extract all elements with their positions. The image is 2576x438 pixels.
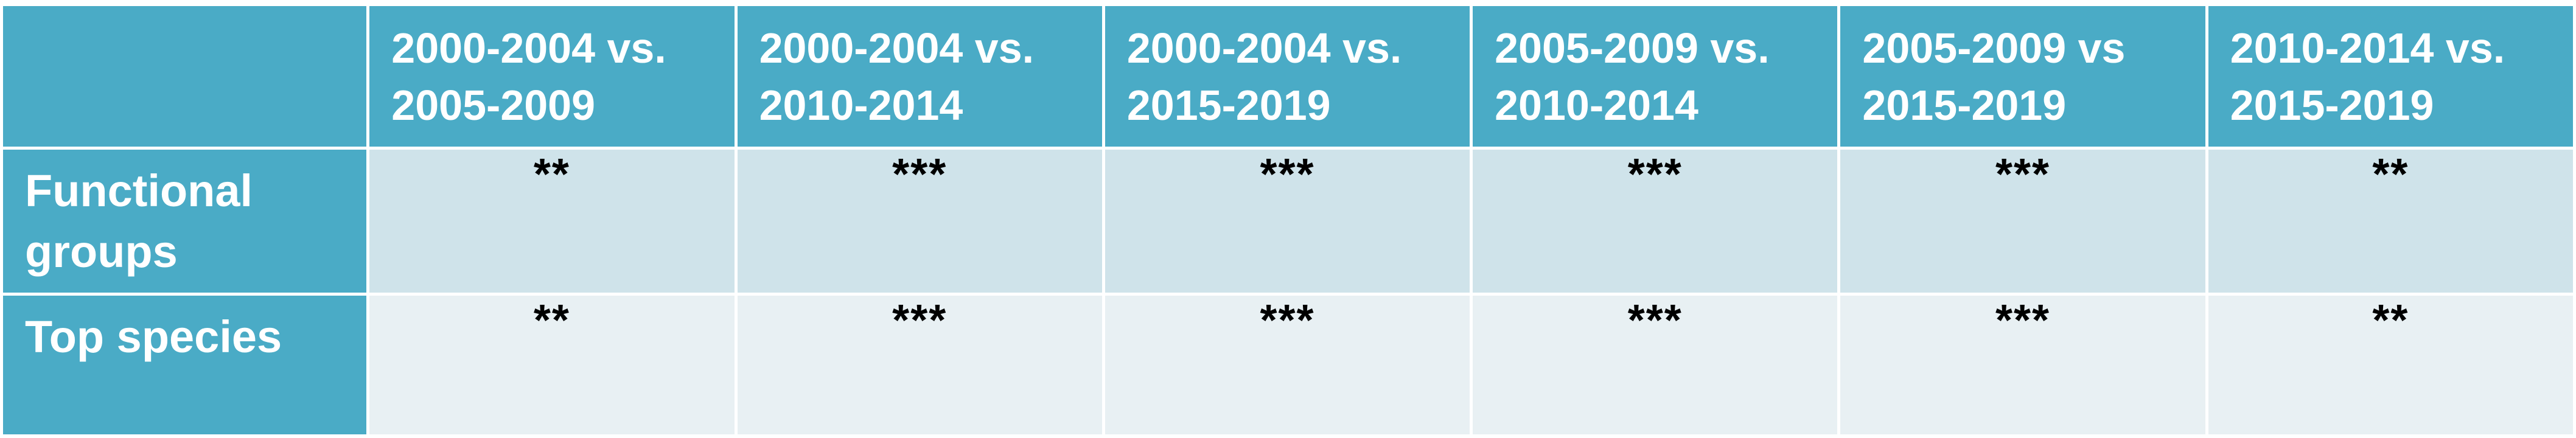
- column-header-line: 2005-2009 vs: [1862, 24, 2126, 72]
- table-header-row: 2000-2004 vs. 2005-2009 2000-2004 vs. 20…: [0, 3, 2576, 150]
- table-cell: ***: [1470, 147, 1841, 296]
- table-cell: ***: [734, 293, 1105, 437]
- table-cell: **: [2205, 147, 2576, 296]
- row-header: Functional groups: [0, 147, 370, 296]
- column-header: 2005-2009 vs 2015-2019: [1837, 3, 2208, 150]
- corner-cell: [0, 3, 370, 150]
- column-header: 2010-2014 vs. 2015-2019: [2205, 3, 2576, 150]
- column-header: 2000-2004 vs. 2015-2019: [1101, 3, 1473, 150]
- column-header-line: 2015-2019: [1126, 81, 1331, 129]
- significance-table: 2000-2004 vs. 2005-2009 2000-2004 vs. 20…: [0, 3, 2576, 437]
- table-cell: ***: [1101, 147, 1473, 296]
- row-header-line: Functional: [25, 165, 253, 216]
- table-cell: ***: [1837, 147, 2208, 296]
- table-cell: **: [366, 147, 738, 296]
- table-cell: **: [366, 293, 738, 437]
- column-header-line: 2010-2014: [1495, 81, 1698, 129]
- table-cell: **: [2205, 293, 2576, 437]
- table-cell: ***: [734, 147, 1105, 296]
- column-header-line: 2010-2014: [759, 81, 963, 129]
- column-header-line: 2010-2014 vs.: [2230, 24, 2505, 72]
- column-header-line: 2000-2004 vs.: [759, 24, 1035, 72]
- row-header-line: Top species: [25, 311, 282, 362]
- table-cell: ***: [1101, 293, 1473, 437]
- column-header-line: 2015-2019: [2230, 81, 2434, 129]
- column-header: 2000-2004 vs. 2010-2014: [734, 3, 1105, 150]
- column-header-line: 2005-2009: [391, 81, 596, 129]
- table-cell: ***: [1470, 293, 1841, 437]
- column-header-line: 2015-2019: [1862, 81, 2067, 129]
- table-cell: ***: [1837, 293, 2208, 437]
- column-header-line: 2000-2004 vs.: [391, 24, 666, 72]
- row-header: Top species: [0, 293, 370, 437]
- column-header-line: 2000-2004 vs.: [1126, 24, 1402, 72]
- row-header-line: groups: [25, 226, 178, 277]
- column-header: 2000-2004 vs. 2005-2009: [366, 3, 738, 150]
- column-header-line: 2005-2009 vs.: [1495, 24, 1770, 72]
- table-row: Top species ** *** *** *** *** **: [0, 293, 2576, 437]
- column-header: 2005-2009 vs. 2010-2014: [1470, 3, 1841, 150]
- table-row: Functional groups ** *** *** *** *** **: [0, 147, 2576, 296]
